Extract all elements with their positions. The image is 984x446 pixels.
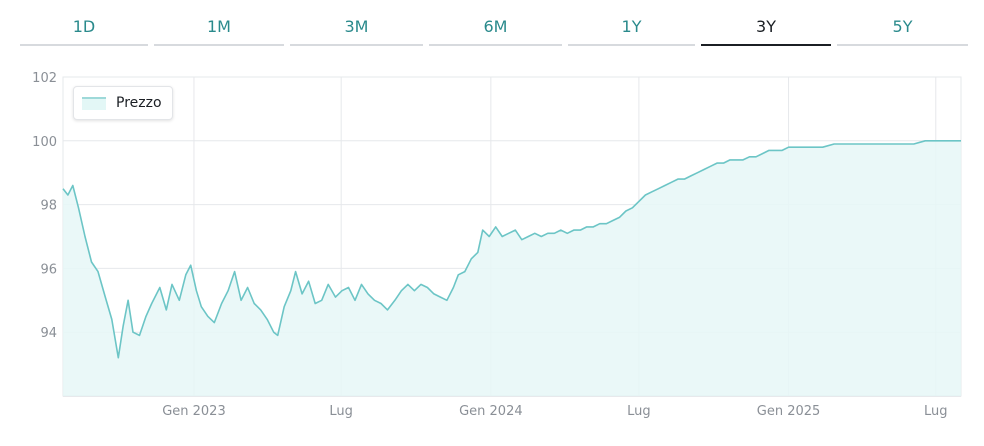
y-tick-label: 102 [32, 71, 57, 86]
x-tick-label: Gen 2023 [162, 404, 226, 419]
legend-swatch [82, 96, 106, 110]
series-line-prezzo [62, 140, 961, 359]
tab-5y[interactable]: 5Y [837, 8, 968, 46]
x-tick-label: Lug [329, 404, 353, 419]
tab-3y[interactable]: 3Y [701, 8, 831, 46]
y-axis: 94 96 98 100 102 [32, 71, 57, 341]
y-tick-label: 98 [40, 199, 57, 214]
y-tick-label: 96 [40, 262, 57, 277]
series-area-prezzo [63, 140, 961, 396]
x-tick-label: Gen 2024 [459, 404, 523, 419]
tab-1d[interactable]: 1D [20, 8, 148, 46]
x-tick-label: Lug [627, 404, 651, 419]
tab-3m[interactable]: 3M [290, 8, 423, 46]
period-tabs: 1D 1M 3M 6M 1Y 3Y 5Y [0, 0, 984, 50]
x-tick-label: Lug [924, 404, 948, 419]
tab-1m[interactable]: 1M [154, 8, 284, 46]
legend-label-prezzo: Prezzo [116, 95, 162, 111]
tab-6m[interactable]: 6M [429, 8, 562, 46]
y-tick-label: 94 [40, 326, 57, 341]
y-tick-label: 100 [32, 135, 57, 150]
x-axis: Gen 2023 Lug Gen 2024 Lug Gen 2025 Lug [162, 404, 947, 419]
chart-legend[interactable]: Prezzo [73, 86, 173, 120]
x-tick-label: Gen 2025 [757, 404, 821, 419]
chart-area [62, 140, 961, 396]
tab-1y[interactable]: 1Y [568, 8, 695, 46]
